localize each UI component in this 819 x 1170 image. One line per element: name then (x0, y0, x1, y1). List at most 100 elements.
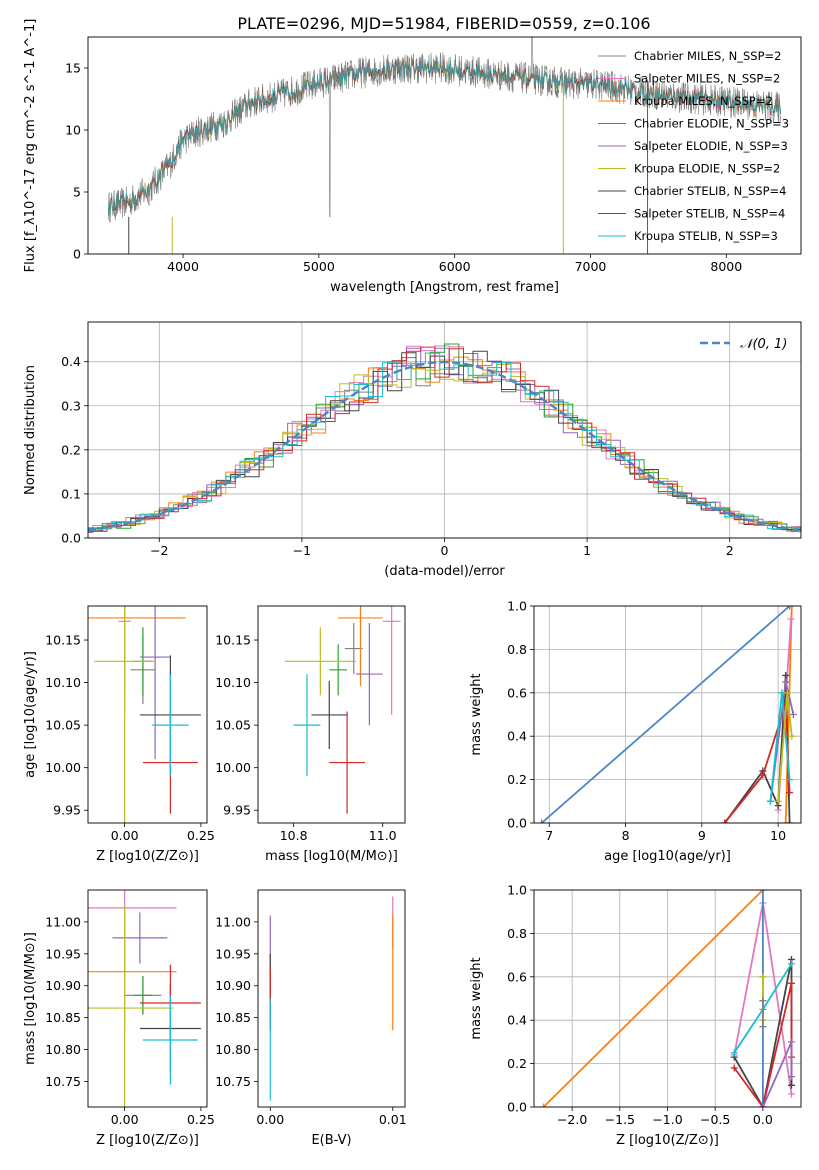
y-tick-label: 10.15 (45, 633, 81, 648)
y-tick-label: 11.00 (45, 914, 81, 929)
weight-marker (786, 606, 794, 610)
weight_vs_age-axes: 7 8 9 10 0.0 0.2 0.4 0.6 0.8 1.0 age [log10(age/yr… (469, 599, 801, 864)
y-tick-label: 0.4 (507, 1013, 527, 1028)
y-tick-label: 9.95 (53, 803, 81, 818)
y-tick-label: 0.2 (61, 442, 81, 457)
weight-marker (787, 979, 795, 987)
residual-legend: 𝒩(0, 1) (700, 337, 787, 352)
weight_vs_Z-lines (540, 890, 795, 1107)
weight-marker (786, 789, 794, 797)
x-axis-label: mass [log10(M/M⊙)] (265, 849, 398, 864)
x-axis-label: Z [log10(Z/Z⊙)] (96, 849, 199, 864)
x-tick-label: 0.00 (256, 1112, 284, 1127)
x-tick-label: 8000 (710, 259, 742, 274)
axes-frame (257, 889, 406, 1108)
weight-marker (774, 797, 782, 805)
legend-label: Salpeter MILES, N_SSP=2 (634, 72, 780, 86)
x-tick-label: −1.0 (652, 1112, 682, 1127)
weight-marker (787, 1038, 795, 1046)
y-tick-label: 10.85 (215, 1010, 251, 1025)
x-tick-label: 7 (545, 828, 553, 843)
axes-frame (87, 889, 208, 1108)
weight-marker (789, 711, 797, 718)
y-axis-label: Flux [f_λ10^-17 erg cm^-2 s^-1 A^-1] (23, 19, 38, 273)
weight-line-salpeter-elodie (762, 1041, 793, 1107)
mass_vs_EBV-errorbars (269, 896, 394, 1101)
weight-marker (786, 776, 794, 784)
y-tick-label: 10.00 (215, 760, 251, 775)
spectrum-model-kroupa-stelib (108, 58, 781, 217)
mass_vs_Z-axes: 0.00 0.25 10.75 10.80 10.85 10.90 10.95 11.00 Z … (23, 914, 215, 1148)
y-tick-label: 0 (73, 247, 81, 262)
errorbar-chabrier-stelib (311, 680, 348, 749)
histogram-kroupa-elodie (88, 364, 801, 531)
x-tick-label: 4000 (167, 259, 199, 274)
weight-marker (782, 819, 790, 823)
y-tick-label: 10.90 (45, 978, 81, 993)
weight-marker (540, 1103, 548, 1107)
weight-marker (730, 1049, 738, 1057)
y-tick-label: 1.0 (507, 883, 527, 898)
weight-marker (766, 797, 774, 805)
weight-marker (759, 890, 767, 894)
weight-marker (721, 819, 729, 823)
x-tick-label: 9 (698, 828, 706, 843)
y-tick-label: 10.80 (215, 1042, 251, 1057)
spectrum-lines (108, 37, 781, 254)
weight-marker (787, 1073, 795, 1081)
y-tick-label: 11.00 (215, 914, 251, 929)
axes-frame (87, 321, 802, 539)
weight-line-kroupa-miles (542, 890, 764, 1107)
x-tick-label: −2.0 (557, 1112, 587, 1127)
y-tick-label: 10.90 (215, 978, 251, 993)
errorbar-kroupa-stelib (293, 674, 321, 777)
errorbar-kroupa-elodie (284, 627, 356, 696)
x-tick-label: 0.00 (111, 1112, 139, 1127)
errorbar-kroupa-stelib (152, 674, 189, 777)
x-axis-label: age [log10(age/yr)] (604, 849, 731, 864)
x-tick-label: 6000 (439, 259, 471, 274)
y-tick-label: 0.0 (507, 1100, 527, 1115)
x-tick-label: 8 (622, 828, 630, 843)
weight-marker (787, 1090, 795, 1098)
y-tick-label: 10.10 (215, 675, 251, 690)
errorbar-chabrier-miles (344, 623, 363, 675)
errorbar-salpeter-stelib (329, 711, 365, 814)
y-axis-label: mass weight (469, 957, 484, 1039)
weight_vs_age-lines (538, 606, 797, 823)
x-tick-label: −1 (293, 543, 311, 558)
y-tick-label: 10.80 (45, 1042, 81, 1057)
age_vs_Z-axes: 0.00 0.25 9.95 10.00 10.05 10.10 10.15 Z [log10… (23, 633, 215, 864)
x-tick-label: 10 (770, 828, 786, 843)
x-tick-label: 11.0 (369, 828, 397, 843)
y-tick-label: 1.0 (507, 599, 527, 614)
y-tick-label: 0.0 (61, 531, 81, 546)
age_vs_Z-errorbars (88, 606, 201, 823)
age_vs_mass-errorbars (284, 606, 401, 814)
y-axis-label: age [log10(age/yr)] (23, 651, 38, 778)
x-tick-label: 10.8 (280, 828, 308, 843)
legend-label: Kroupa MILES, N_SSP=2 (634, 94, 773, 108)
legend-label: 𝒩(0, 1) (740, 337, 787, 352)
y-tick-label: 10 (65, 123, 81, 138)
legend-label: Chabrier ELODIE, N_SSP=3 (634, 117, 789, 131)
spectrum-axes: 4000 5000 6000 7000 8000 0 5 10 15 wavelength [An… (23, 19, 742, 295)
legend-label: Kroupa STELIB, N_SSP=3 (634, 229, 778, 243)
x-axis-label: wavelength [Angstrom, rest frame] (330, 280, 559, 295)
y-tick-label: 10.05 (215, 718, 251, 733)
x-tick-label: 5000 (303, 259, 335, 274)
axes-frame (87, 605, 208, 824)
y-tick-label: 0.3 (61, 398, 81, 413)
x-tick-label: 0.25 (187, 1112, 215, 1127)
x-tick-label: 0.00 (111, 828, 139, 843)
y-tick-label: 10.95 (215, 946, 251, 961)
y-tick-label: 10.00 (45, 760, 81, 775)
axes-frame (87, 36, 802, 255)
axes-frame (533, 605, 802, 824)
errorbar-salpeter-elodie (356, 623, 383, 726)
errorbar-kroupa-miles (338, 606, 383, 686)
weight-marker (782, 678, 790, 686)
y-tick-label: 0.0 (507, 816, 527, 831)
x-tick-label: 7000 (575, 259, 607, 274)
